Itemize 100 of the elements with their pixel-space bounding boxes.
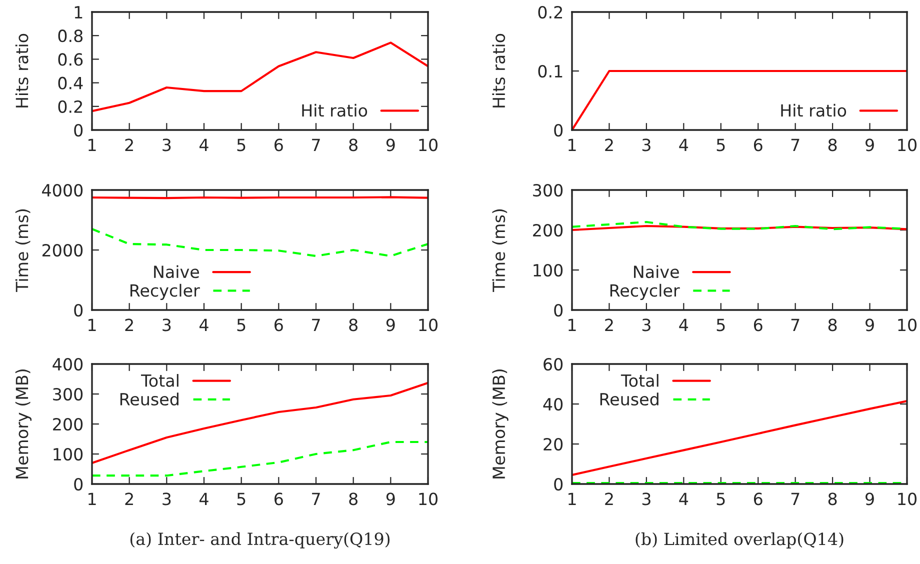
y-tick-label: 100 xyxy=(54,448,83,461)
x-tick-label: 1 xyxy=(568,318,576,331)
x-tick-label: 10 xyxy=(419,492,438,506)
x-tick-label: 3 xyxy=(642,492,650,506)
x-tick-label: 9 xyxy=(866,138,874,152)
x-tick-label: 6 xyxy=(754,492,762,506)
y-tick-label: 0 xyxy=(74,478,83,491)
y-axis-title: Time (ms) xyxy=(15,209,30,292)
x-tick-label: 8 xyxy=(828,318,837,332)
y-tick-label: 0.6 xyxy=(58,53,83,66)
x-tick-label: 10 xyxy=(419,318,438,332)
y-tick-label: 0 xyxy=(74,124,83,137)
y-axis-title: Memory (MB) xyxy=(492,369,508,478)
x-tick-label: 6 xyxy=(274,138,283,152)
x-tick-label: 7 xyxy=(791,318,800,331)
x-tick-label: 7 xyxy=(312,318,320,331)
x-tick-label: 4 xyxy=(200,138,208,151)
x-tick-label: 1 xyxy=(568,492,576,505)
y-tick-label: 40 xyxy=(543,398,563,411)
x-tick-label: 4 xyxy=(679,138,688,151)
x-tick-label: 3 xyxy=(162,138,171,152)
y-tick-label: 100 xyxy=(534,264,563,277)
x-tick-label: 10 xyxy=(419,138,438,152)
x-tick-label: 3 xyxy=(162,492,171,506)
x-tick-label: 2 xyxy=(125,492,133,505)
legend-label: Reused xyxy=(600,392,658,406)
x-tick-label: 7 xyxy=(791,138,800,151)
x-tick-label: 3 xyxy=(162,318,171,332)
x-tick-label: 7 xyxy=(791,492,800,505)
x-tick-label: 4 xyxy=(679,318,688,331)
y-tick-label: 0 xyxy=(554,304,563,317)
x-tick-label: 5 xyxy=(237,318,246,332)
x-tick-label: 1 xyxy=(88,138,96,151)
y-tick-label: 0 xyxy=(74,304,83,317)
legend-label: Naive xyxy=(634,265,679,278)
y-tick-label: 0.2 xyxy=(58,100,82,113)
legend-label: Total xyxy=(140,374,178,387)
x-tick-label: 5 xyxy=(237,138,246,152)
x-tick-label: 9 xyxy=(386,138,395,152)
x-tick-label: 6 xyxy=(274,318,283,332)
x-tick-label: 6 xyxy=(274,492,283,506)
legend-label: Recycler xyxy=(610,284,680,300)
text: (b) Limited overlap(Q14) xyxy=(636,532,844,548)
y-axis-title: Hits ratio xyxy=(492,34,506,108)
x-tick-label: 7 xyxy=(312,492,320,505)
x-tick-label: 9 xyxy=(866,318,874,332)
x-tick-label: 1 xyxy=(88,318,96,331)
x-tick-label: 1 xyxy=(88,492,96,505)
legend-label: Hit ratio xyxy=(781,104,846,117)
y-tick-label: 400 xyxy=(52,358,83,371)
legend-label: Naive xyxy=(154,265,200,278)
x-tick-label: 2 xyxy=(125,138,133,151)
x-tick-label: 2 xyxy=(605,318,613,331)
x-tick-label: 8 xyxy=(349,492,358,506)
y-tick-label: 0.2 xyxy=(538,6,562,19)
y-tick-label: 1 xyxy=(74,6,82,18)
x-tick-label: 3 xyxy=(642,318,650,332)
x-tick-label: 10 xyxy=(898,318,916,332)
x-tick-label: 9 xyxy=(386,492,395,506)
line-series xyxy=(92,440,428,477)
y-axis-title: Time (ms) xyxy=(492,209,508,292)
y-axis-title: Hits ratio xyxy=(15,34,28,108)
text: (a) Inter- and Intra-query(Q19) xyxy=(130,532,390,549)
legend-label: Total xyxy=(620,374,658,387)
x-tick-label: 2 xyxy=(605,138,613,151)
x-tick-label: 4 xyxy=(200,318,208,331)
x-tick-label: 5 xyxy=(716,492,725,506)
x-tick-label: 5 xyxy=(716,318,725,332)
x-tick-label: 10 xyxy=(898,492,916,506)
y-tick-label: 0 xyxy=(554,478,563,491)
x-tick-label: 9 xyxy=(386,318,395,332)
x-tick-label: 8 xyxy=(828,492,837,506)
y-tick-label: 200 xyxy=(533,224,563,237)
x-tick-label: 8 xyxy=(349,138,358,152)
x-tick-label: 2 xyxy=(125,318,133,331)
x-tick-label: 8 xyxy=(349,318,358,332)
y-tick-label: 200 xyxy=(53,418,83,431)
y-tick-label: 0.8 xyxy=(58,30,83,42)
x-tick-label: 6 xyxy=(754,138,762,152)
x-tick-label: 3 xyxy=(642,138,650,152)
legend-label: Hit ratio xyxy=(302,104,368,117)
legend-label: Recycler xyxy=(130,284,200,300)
y-tick-label: 0.4 xyxy=(58,76,83,90)
y-tick-label: 4000 xyxy=(42,184,83,197)
x-tick-label: 9 xyxy=(866,492,874,506)
y-tick-label: 2000 xyxy=(42,244,83,257)
x-tick-label: 5 xyxy=(716,138,725,152)
x-tick-label: 2 xyxy=(605,492,613,505)
x-tick-label: 6 xyxy=(754,318,762,332)
x-tick-label: 8 xyxy=(828,138,837,152)
y-tick-label: 0 xyxy=(554,124,563,137)
y-tick-label: 300 xyxy=(533,184,563,197)
x-tick-label: 1 xyxy=(568,138,576,151)
y-tick-label: 0.1 xyxy=(538,64,562,78)
y-tick-label: 300 xyxy=(53,388,83,401)
x-tick-label: 10 xyxy=(898,138,916,152)
line-series xyxy=(92,228,428,258)
x-tick-label: 5 xyxy=(237,492,246,506)
x-tick-label: 4 xyxy=(200,492,208,505)
y-tick-label: 20 xyxy=(544,438,563,451)
